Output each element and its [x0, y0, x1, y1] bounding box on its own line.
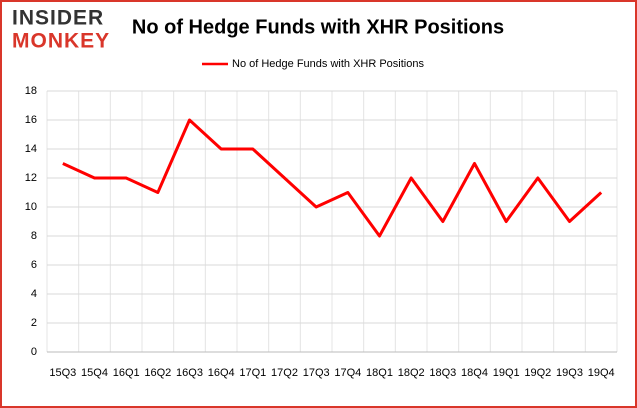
- x-tick-label: 16Q4: [208, 367, 235, 379]
- y-tick-label: 4: [31, 288, 37, 300]
- x-tick-label: 17Q2: [271, 367, 298, 379]
- y-tick-label: 10: [25, 201, 37, 213]
- y-tick-label: 8: [31, 230, 37, 242]
- x-tick-label: 15Q3: [49, 367, 76, 379]
- y-tick-label: 18: [25, 85, 37, 97]
- x-tick-label: 19Q3: [556, 367, 583, 379]
- y-tick-label: 0: [31, 346, 37, 358]
- brand-top: INSIDER: [12, 7, 104, 30]
- x-tick-label: 19Q4: [588, 367, 615, 379]
- x-tick-label: 15Q4: [81, 367, 108, 379]
- x-tick-label: 19Q2: [524, 367, 551, 379]
- x-tick-label: 16Q1: [113, 367, 140, 379]
- y-tick-label: 6: [31, 259, 37, 271]
- x-tick-label: 16Q3: [176, 367, 203, 379]
- x-tick-label: 17Q3: [303, 367, 330, 379]
- y-tick-label: 12: [25, 172, 37, 184]
- x-tick-label: 17Q4: [334, 367, 361, 379]
- y-tick-label: 14: [25, 143, 37, 155]
- x-tick-label: 19Q1: [493, 367, 520, 379]
- x-tick-label: 17Q1: [239, 367, 266, 379]
- x-tick-label: 18Q4: [461, 367, 488, 379]
- x-tick-label: 16Q2: [144, 367, 171, 379]
- data-line: [62, 118, 603, 238]
- chart-title: No of Hedge Funds with XHR Positions: [132, 16, 504, 38]
- y-tick-label: 16: [25, 114, 37, 126]
- x-tick-label: 18Q2: [398, 367, 425, 379]
- x-tick-label: 18Q3: [429, 367, 456, 379]
- brand-bottom: MONKEY: [12, 30, 110, 53]
- x-tick-label: 18Q1: [366, 367, 393, 379]
- legend-label: No of Hedge Funds with XHR Positions: [232, 58, 424, 70]
- y-tick-label: 2: [31, 317, 37, 329]
